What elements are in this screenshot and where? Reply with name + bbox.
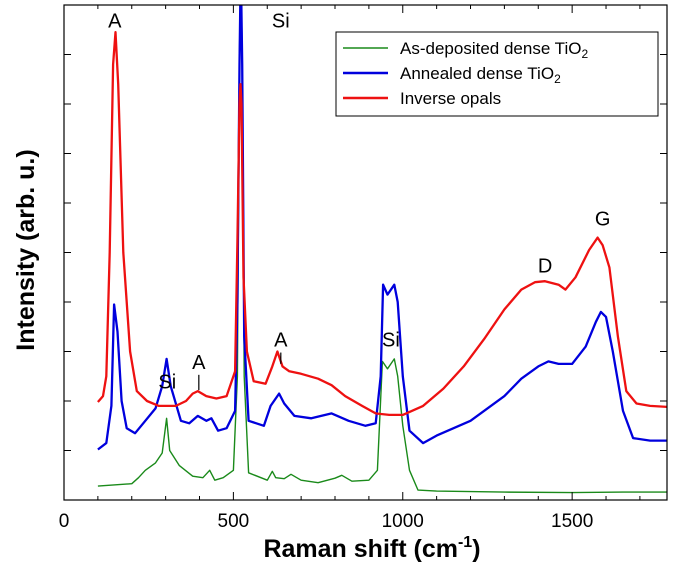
series-line-1 (97, 5, 667, 451)
peak-label-2: Si (158, 372, 176, 394)
legend-sub-annealed: 2 (554, 72, 561, 86)
legend-label-inverse-opals: Inverse opals (400, 89, 501, 108)
legend-box (335, 31, 659, 117)
legend-label-annealed: Annealed dense TiO2 (400, 64, 561, 86)
x-axis-title-tail: ) (472, 535, 480, 563)
x-axis-title-sup: -1 (458, 534, 472, 551)
x-tick-label-1000: 1000 (382, 511, 424, 532)
x-tick-label-1500: 1500 (551, 511, 593, 532)
peak-label-5: Si (382, 330, 400, 352)
plot-layer: 0 500 1000 1500 A Si Si A A Si D G (59, 4, 668, 532)
x-axis-title: Raman shift (cm-1) (263, 534, 480, 563)
series-line-2 (97, 31, 667, 417)
legend-sub-as-deposited: 2 (581, 47, 588, 61)
x-tick-label-0: 0 (59, 511, 70, 532)
peak-label-6: D (538, 255, 552, 277)
y-axis-title: Intensity (arb. u.) (12, 149, 40, 350)
legend-label-as-deposited: As-deposited dense TiO2 (400, 39, 588, 61)
peak-label-1: Si (272, 10, 290, 32)
legend: As-deposited dense TiO2 Annealed dense T… (335, 31, 659, 117)
peak-label-7: G (595, 208, 611, 230)
peak-label-0: A (108, 10, 122, 32)
series-line-0 (97, 5, 667, 494)
x-tick-label-500: 500 (218, 511, 250, 532)
peak-label-3: A (192, 352, 206, 374)
peak-label-4: A (274, 330, 288, 352)
